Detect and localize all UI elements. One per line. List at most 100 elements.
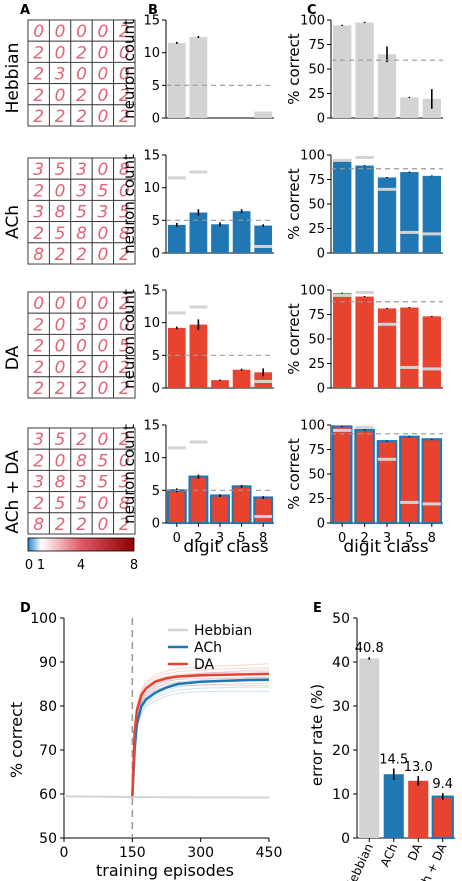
grid-digit: 0 <box>97 224 108 244</box>
panel-letter-e: E <box>313 601 322 616</box>
grid-digit: 2 <box>33 337 44 357</box>
grid-digit: 2 <box>119 22 130 42</box>
y-tick-label: 40 <box>332 655 350 671</box>
hebbian-reference-marker <box>333 158 352 162</box>
series-line-hebbian <box>63 795 270 799</box>
grid-digit: 0 <box>76 22 87 42</box>
x-tick-label: Hebbian <box>342 841 376 881</box>
grid-digit: 2 <box>55 107 66 127</box>
receptive-field-grid-da: 0 0 0 0 22 0 3 0 02 0 0 0 52 0 2 0 22 2 2 0 2 <box>27 291 136 399</box>
grid-digit: 0 <box>76 294 87 314</box>
bar <box>376 440 398 525</box>
grid-digit: 0 <box>97 107 108 127</box>
bar <box>354 428 375 525</box>
y-tick-label: 0 <box>317 382 325 397</box>
grid-digit: 2 <box>76 86 87 106</box>
x-tick-label: 3 <box>216 531 224 546</box>
grid-digit: 0 <box>97 86 108 106</box>
grid-digit: 0 <box>55 337 66 357</box>
grid-digit: 2 <box>55 245 66 265</box>
hebbian-reference-marker <box>400 365 419 369</box>
hebbian-reference-marker <box>189 170 208 174</box>
legend-label: DA <box>194 657 215 673</box>
y-tick-label: 50 <box>308 468 325 483</box>
grid-digit: 2 <box>55 515 66 535</box>
c-ylabel: % correct <box>285 438 303 510</box>
receptive-field-grid-hebbian: 0 0 0 0 22 0 2 0 02 3 0 0 02 0 2 0 22 2 2 0 2 <box>27 19 136 127</box>
bar <box>355 296 374 388</box>
grid-digit: 2 <box>119 515 130 535</box>
panel-d-xlabel: training episodes <box>96 861 234 880</box>
b-ylabel: neuron count <box>120 424 138 524</box>
series-line-ach <box>131 678 270 797</box>
hebbian-reference-marker <box>254 379 273 383</box>
grid-digit: 0 <box>55 358 66 378</box>
grid-digit: 2 <box>119 379 130 399</box>
grid-digit: 2 <box>33 181 44 201</box>
b-ylabel: neuron count <box>120 289 138 389</box>
grid-digit: 2 <box>119 358 130 378</box>
c-ylabel: % correct <box>285 168 303 240</box>
grid-digit: 5 <box>97 181 108 201</box>
y-tick-label: 5 <box>152 484 160 499</box>
grid-digit: 2 <box>76 379 87 399</box>
grid-digit: 2 <box>33 107 44 127</box>
bar <box>333 161 352 253</box>
bar <box>254 225 273 253</box>
bar <box>355 22 374 119</box>
grid-digit: 2 <box>55 379 66 399</box>
grid-digit: 0 <box>119 181 130 201</box>
grid-digit: 0 <box>55 86 66 106</box>
row-label-ach: ACh <box>3 205 23 239</box>
grid-digit: 0 <box>97 22 108 42</box>
grid-digit: 2 <box>119 107 130 127</box>
panel-letter-c: C <box>307 3 317 18</box>
y-tick-label: 0 <box>317 247 325 262</box>
panel-e-error-rate: 0102030405040.8Hebbian14.5ACh13.0DA9.4AC… <box>332 611 455 881</box>
bar <box>333 293 352 388</box>
bar <box>232 369 251 388</box>
grid-digit: 5 <box>97 473 108 493</box>
grid-cell <box>113 104 136 127</box>
hebbian-reference-marker <box>400 230 419 234</box>
grid-digit: 2 <box>76 245 87 265</box>
bar <box>359 658 380 838</box>
grid-digit: 0 <box>97 515 108 535</box>
grid-digit: 2 <box>33 379 44 399</box>
panel-letter-a: A <box>20 3 30 18</box>
grid-digit: 3 <box>33 473 44 493</box>
b-ylabel: neuron count <box>120 19 138 119</box>
grid-digit: 0 <box>97 43 108 63</box>
bar <box>383 774 404 838</box>
y-tick-label: 0 <box>317 112 325 127</box>
legend-label: ACh <box>194 640 222 656</box>
grid-digit: 5 <box>76 494 87 514</box>
grid-cell <box>113 512 136 535</box>
hebbian-reference-marker <box>254 244 273 248</box>
y-tick-label: 15 <box>143 14 160 29</box>
run-line <box>131 690 270 797</box>
bar <box>377 308 397 388</box>
b-ylabel: neuron count <box>120 154 138 254</box>
y-tick-label: 90 <box>39 655 57 671</box>
grid-digit: 3 <box>76 160 87 180</box>
hebbian-reference-marker <box>422 502 441 506</box>
row-label-da: DA <box>3 345 23 370</box>
bar <box>211 224 229 253</box>
colorbar <box>27 537 135 552</box>
grid-digit: 8 <box>119 224 130 244</box>
grid-digit: 3 <box>33 430 44 450</box>
y-tick-label: 15 <box>143 419 160 434</box>
hebbian-reference-marker <box>167 311 186 315</box>
bar <box>408 780 429 838</box>
y-tick-label: 75 <box>308 38 325 53</box>
hebbian-reference-marker <box>377 322 397 326</box>
grid-digit: 0 <box>33 294 44 314</box>
y-tick-label: 100 <box>300 149 325 164</box>
grid-digit: 0 <box>55 181 66 201</box>
grid-digit: 8 <box>76 451 87 471</box>
grid-digit: 3 <box>76 315 87 335</box>
colorbar-tick-1: 1 <box>37 558 45 573</box>
grid-digit: 3 <box>33 160 44 180</box>
